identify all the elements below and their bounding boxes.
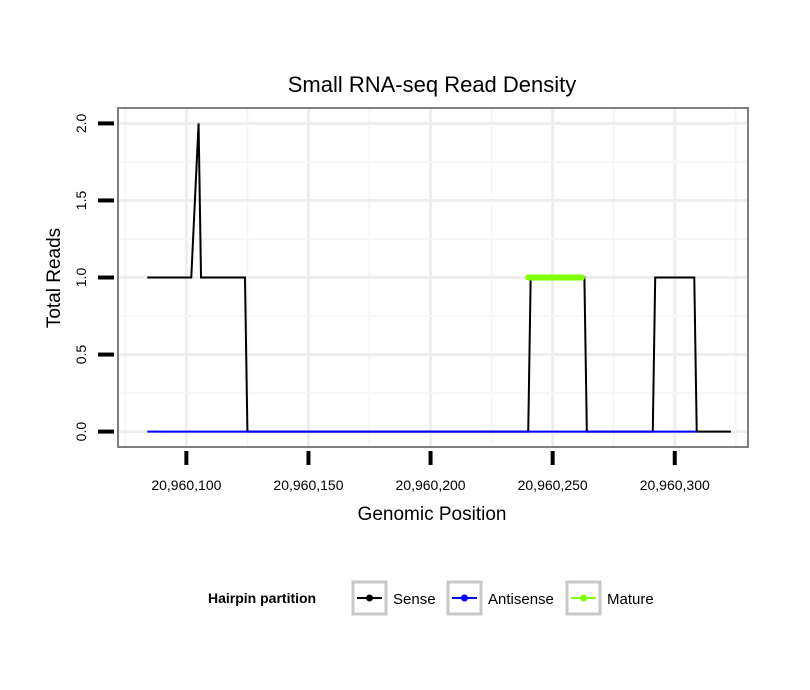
y-tick-label: 2.0 <box>73 113 89 133</box>
legend-label: Mature <box>607 591 654 608</box>
legend-key-point <box>461 594 468 602</box>
y-tick-label: 1.5 <box>73 191 89 211</box>
y-tick-label: 1.0 <box>73 268 89 288</box>
legend-key-point <box>580 594 587 602</box>
y-tick-label: 0.5 <box>73 345 89 365</box>
plot-frame <box>117 107 749 448</box>
x-tick-label: 20,960,150 <box>273 477 343 493</box>
chart-title: Small RNA-seq Read Density <box>288 72 577 97</box>
x-tick-label: 20,960,200 <box>396 477 466 493</box>
y-axis-title: Total Reads <box>44 228 65 328</box>
legend-item-sense: Sense <box>351 580 436 616</box>
legend-item-mature: Mature <box>565 580 654 616</box>
legend: Hairpin partition Sense Antisense Mature <box>208 580 654 616</box>
x-axis-title: Genomic Position <box>358 504 507 525</box>
y-tick-label: 0.0 <box>73 422 89 442</box>
x-tick-label: 20,960,300 <box>640 477 710 493</box>
legend-item-antisense: Antisense <box>446 580 554 616</box>
legend-title: Hairpin partition <box>208 590 316 606</box>
x-tick-label: 20,960,250 <box>518 477 588 493</box>
legend-label: Antisense <box>488 591 554 608</box>
x-tick-label: 20,960,100 <box>151 477 221 493</box>
legend-key-point <box>366 594 373 602</box>
legend-label: Sense <box>393 591 436 608</box>
axes: 20,960,100 20,960,150 20,960,200 20,960,250… <box>73 107 749 493</box>
series-layer <box>147 123 731 433</box>
